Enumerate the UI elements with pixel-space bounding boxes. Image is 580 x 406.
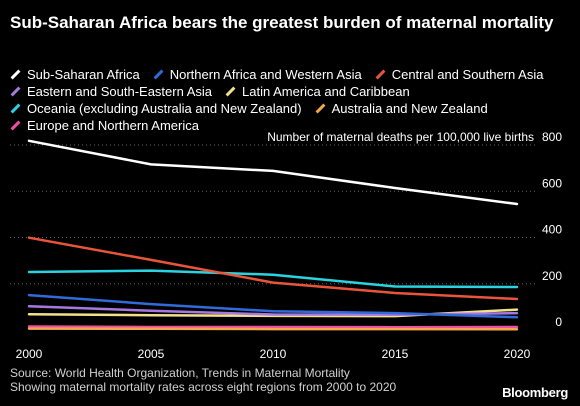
y-tick-label: 600: [542, 176, 562, 190]
chart-title: Sub-Saharan Africa bears the greatest bu…: [10, 13, 554, 32]
y-tick-label: 200: [542, 269, 562, 283]
legend-item: Eastern and South-Eastern Asia: [10, 83, 212, 100]
series-line-sub-saharan-africa: [27, 139, 519, 206]
x-tick-labels: 2000 2005 2010 2015 2020: [16, 347, 531, 361]
legend-item: Central and Southern Asia: [375, 66, 544, 83]
series-line-central-and-southern-asia: [27, 236, 519, 301]
legend-item: Oceania (excluding Australia and New Zea…: [10, 100, 302, 117]
series-line-australia-and-new-zealand: [27, 327, 519, 331]
legend-label: Sub-Saharan Africa: [27, 67, 140, 82]
legend-label: Central and Southern Asia: [391, 67, 544, 82]
bloomberg-logo: Bloomberg: [502, 385, 568, 400]
legend-item: Latin America and Caribbean: [225, 83, 410, 100]
y-tick-label: 400: [542, 223, 562, 237]
y-axis-label: Number of maternal deaths per 100,000 li…: [267, 130, 534, 144]
y-tick-label: 0: [555, 315, 562, 329]
series-line-oceania-excluding-australia-and-new-zealand: [27, 269, 519, 289]
legend-label: Latin America and Caribbean: [242, 84, 410, 99]
legend-label: Australia and New Zealand: [331, 101, 488, 116]
x-tick-label: 2000: [16, 347, 43, 361]
series-lines: [27, 139, 519, 331]
source-text: Source: World Health Organization, Trend…: [10, 366, 350, 380]
chart-legend: Sub-Saharan Africa Northern Africa and We…: [10, 66, 575, 134]
legend-label: Europe and Northern America: [27, 118, 199, 133]
legend-item: Europe and Northern America: [10, 117, 199, 134]
x-tick-label: 2010: [260, 347, 287, 361]
gridlines: [10, 144, 535, 285]
legend-item: Sub-Saharan Africa: [10, 66, 140, 83]
caption-text: Showing maternal mortality rates across …: [10, 380, 397, 394]
legend-item: Northern Africa and Western Asia: [153, 66, 362, 83]
y-tick-labels: 0 200 400 600 800: [542, 130, 562, 329]
x-tick-label: 2005: [138, 347, 165, 361]
x-tick-label: 2015: [382, 347, 409, 361]
source-note: Source: World Health Organization, Trend…: [10, 366, 396, 394]
series-line-northern-africa-and-western-asia: [27, 293, 519, 319]
series-line-europe-and-northern-america: [27, 325, 519, 329]
legend-label: Northern Africa and Western Asia: [169, 67, 362, 82]
legend-label: Eastern and South-Eastern Asia: [27, 84, 213, 99]
x-tick-label: 2020: [504, 347, 531, 361]
legend-label: Oceania (excluding Australia and New Zea…: [27, 101, 302, 116]
y-tick-label: 800: [542, 130, 562, 144]
legend-item: Australia and New Zealand: [315, 100, 488, 117]
